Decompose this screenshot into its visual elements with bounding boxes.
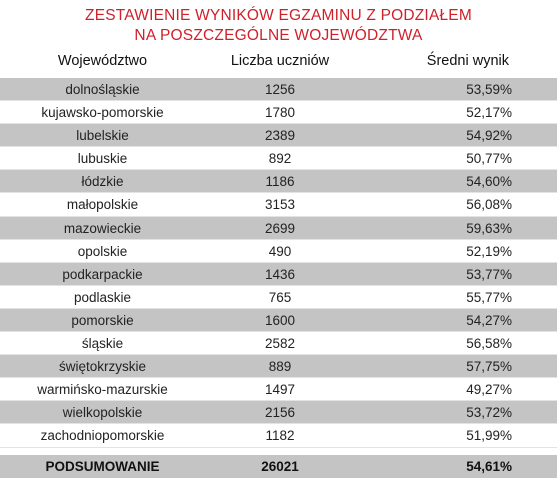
score-cell: 49,27% [466,382,512,398]
table-row: śląskie 2582 56,58% [0,332,557,356]
students-cell: 2156 [264,405,296,421]
table-row: małopolskie 3153 56,08% [0,193,557,217]
table-row: kujawsko-pomorskie 1780 52,17% [0,101,557,125]
results-table: dolnośląskie 1256 53,59% kujawsko-pomorskie… [0,78,557,448]
table-row: warmińsko-mazurskie 1497 49,27% [0,378,557,402]
summary-row: PODSUMOWANIE 26021 54,61% [0,455,557,478]
students-cell: 2699 [264,220,296,236]
table-row: lubuskie 892 50,77% [0,147,557,171]
score-cell: 59,63% [466,220,512,236]
region-cell: kujawsko-pomorskie [41,105,164,121]
summary-score: 54,61% [466,459,512,474]
region-cell: warmińsko-mazurskie [37,382,168,398]
score-cell: 50,77% [466,151,512,167]
students-cell: 1256 [264,82,296,97]
summary-students: 26021 [261,459,299,474]
students-cell: 1780 [264,105,296,121]
score-cell: 55,77% [466,289,512,305]
title-line-2: NA POSZCZEGÓLNE WOJEWÓDZTWA [134,27,423,44]
summary-region: PODSUMOWANIE [45,459,160,474]
score-cell: 56,08% [466,197,512,213]
score-cell: 53,59% [466,82,512,97]
region-cell: dolnośląskie [65,82,140,97]
region-cell: lubuskie [77,151,128,167]
table-row: łódzkie 1186 54,60% [0,170,557,194]
students-cell: 3153 [264,197,296,213]
table-row: dolnośląskie 1256 53,59% [0,78,557,102]
students-cell: 1436 [264,266,296,282]
score-cell: 53,77% [466,266,512,282]
region-cell: podkarpackie [62,266,143,282]
region-cell: podlaskie [73,289,132,305]
header-students: Liczba uczniów [230,53,330,69]
page-title: ZESTAWIENIE WYNIKÓW EGZAMINU Z PODZIAŁEM… [0,0,557,46]
region-cell: lubelskie [76,128,129,144]
table-row: opolskie 490 52,19% [0,239,557,263]
region-cell: pomorskie [71,312,134,328]
students-cell: 2389 [264,128,296,144]
score-cell: 54,92% [466,128,512,144]
region-cell: małopolskie [66,197,139,213]
students-cell: 1497 [264,382,296,398]
region-cell: opolskie [77,243,128,259]
score-cell: 56,58% [466,336,512,352]
region-cell: łódzkie [81,174,124,190]
students-cell: 490 [268,243,292,259]
region-cell: świętokrzyskie [58,359,147,375]
header-region: Województwo [57,53,148,69]
score-cell: 52,19% [466,243,512,259]
students-cell: 889 [268,359,292,375]
table-row: podkarpackie 1436 53,77% [0,262,557,286]
students-cell: 892 [268,151,292,167]
table-row: podlaskie 765 55,77% [0,285,557,309]
score-cell: 53,72% [466,405,512,421]
region-cell: zachodniopomorskie [40,428,165,444]
students-cell: 2582 [264,336,296,352]
table-row: pomorskie 1600 54,27% [0,308,557,333]
table-row: mazowieckie 2699 59,63% [0,216,557,240]
region-cell: wielkopolskie [62,405,143,421]
score-cell: 52,17% [466,105,512,121]
title-line-1: ZESTAWIENIE WYNIKÓW EGZAMINU Z PODZIAŁEM [85,7,472,24]
region-cell: mazowieckie [63,220,142,236]
table-row: zachodniopomorskie 1182 51,99% [0,424,557,448]
table-row: świętokrzyskie 889 57,75% [0,355,557,379]
students-cell: 765 [268,289,292,305]
score-cell: 57,75% [466,359,512,375]
score-cell: 54,60% [466,174,512,190]
students-cell: 1600 [264,312,296,328]
region-cell: śląskie [81,336,124,352]
students-cell: 1186 [265,174,295,190]
table-header: Województwo Liczba uczniów Średni wynik [0,53,557,75]
score-cell: 51,99% [466,428,512,444]
table-row: wielkopolskie 2156 53,72% [0,401,557,425]
score-cell: 54,27% [466,312,512,328]
table-row: lubelskie 2389 54,92% [0,124,557,148]
students-cell: 1182 [265,428,295,444]
header-score: Średni wynik [426,53,509,69]
